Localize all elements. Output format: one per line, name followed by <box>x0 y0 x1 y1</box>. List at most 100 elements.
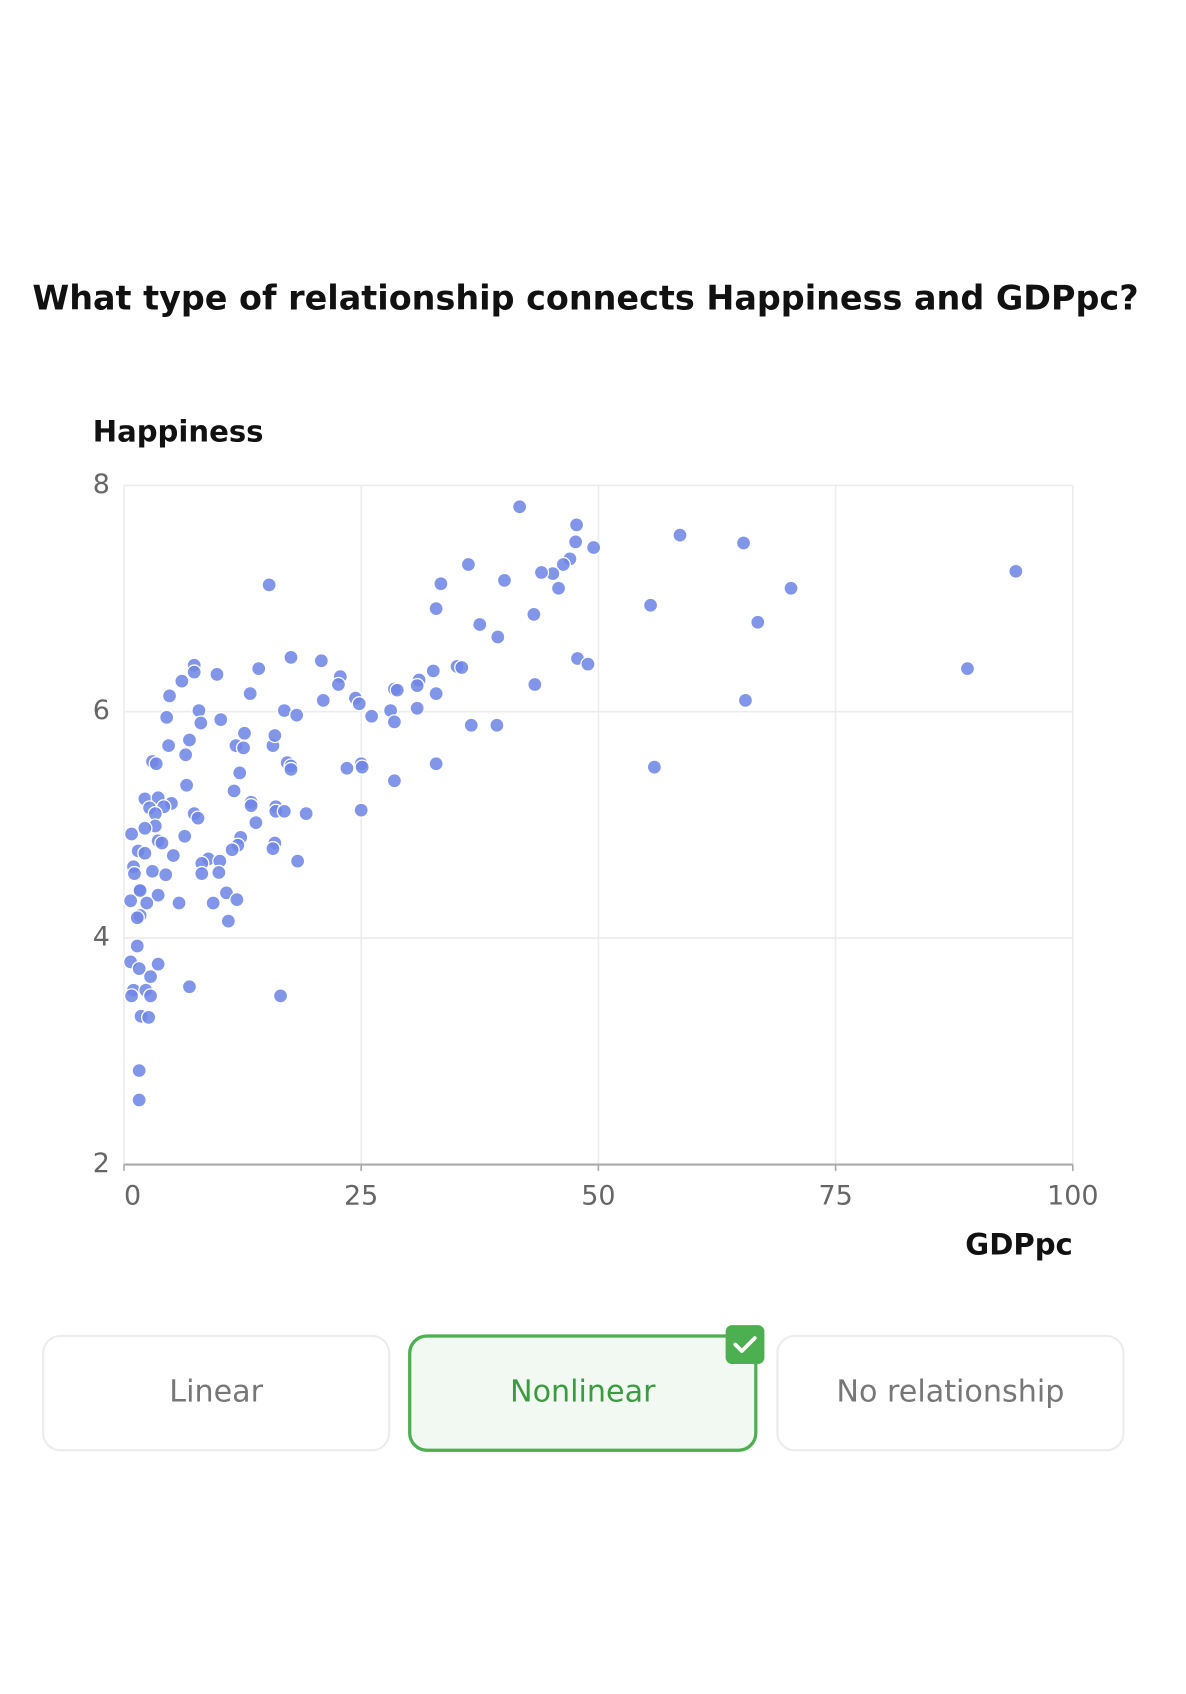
option-button[interactable] <box>408 1334 758 1452</box>
point <box>142 988 159 1004</box>
point <box>177 828 193 844</box>
point <box>178 747 194 763</box>
point <box>585 539 602 556</box>
point <box>409 677 425 694</box>
point <box>178 777 195 793</box>
point <box>123 988 140 1004</box>
point <box>137 845 153 861</box>
question: What type of relationship connects Happi… <box>32 278 1138 317</box>
option-label: Nonlinear <box>510 1375 656 1410</box>
x-tick-label: 100 <box>1047 1180 1098 1211</box>
point <box>389 682 405 698</box>
point <box>220 913 237 929</box>
point <box>150 956 166 972</box>
x-tick-label: 75 <box>818 1180 852 1211</box>
y-axis-title: Happiness <box>93 415 264 449</box>
point <box>313 653 329 669</box>
point <box>229 891 245 908</box>
point <box>191 702 207 719</box>
point <box>159 709 175 726</box>
point <box>555 556 571 573</box>
point <box>386 773 403 789</box>
point <box>463 717 479 733</box>
point <box>363 708 380 724</box>
point <box>289 853 306 869</box>
point <box>315 692 331 709</box>
option-button[interactable] <box>776 1334 1125 1452</box>
point <box>137 820 153 836</box>
point <box>154 835 170 851</box>
point <box>171 895 187 911</box>
point <box>735 535 752 551</box>
point <box>642 597 659 613</box>
point <box>511 499 528 515</box>
point <box>261 577 277 593</box>
point <box>672 527 688 543</box>
point <box>386 714 403 730</box>
point <box>646 759 663 775</box>
point <box>142 968 159 985</box>
point <box>186 664 202 680</box>
point <box>490 629 506 645</box>
point <box>428 756 444 772</box>
point <box>425 663 441 679</box>
y-tick-label: 8 <box>93 469 110 500</box>
point <box>243 797 259 814</box>
point <box>148 756 164 772</box>
point <box>248 814 264 831</box>
options: Linear Nonlinear No relationship <box>42 1325 1125 1452</box>
point <box>351 696 367 712</box>
point <box>131 961 147 977</box>
point <box>224 842 240 858</box>
check-icon <box>733 1336 757 1353</box>
point <box>174 673 190 689</box>
point <box>129 938 145 954</box>
point <box>131 1092 147 1108</box>
point <box>267 727 283 744</box>
point <box>141 1009 157 1026</box>
point <box>126 865 143 882</box>
point <box>242 685 258 702</box>
point <box>161 688 178 704</box>
point <box>1008 563 1024 579</box>
point <box>160 737 177 754</box>
point <box>190 810 206 826</box>
point <box>129 910 145 926</box>
point <box>265 841 281 857</box>
point <box>433 576 449 592</box>
point <box>165 847 181 864</box>
point <box>289 707 305 723</box>
point <box>181 732 198 748</box>
point <box>339 760 355 776</box>
check-badge <box>725 1325 765 1364</box>
point <box>783 580 799 596</box>
option-button[interactable] <box>42 1334 391 1452</box>
point <box>251 661 267 677</box>
point <box>158 867 174 883</box>
point <box>567 534 584 550</box>
point <box>568 517 585 533</box>
point <box>131 1062 147 1079</box>
point <box>353 802 369 818</box>
point <box>959 661 976 677</box>
point <box>150 887 166 903</box>
point <box>132 882 148 899</box>
point <box>194 865 210 882</box>
point <box>209 666 225 682</box>
point <box>750 614 766 630</box>
point <box>283 649 299 666</box>
point <box>460 556 477 573</box>
x-tick-label: 50 <box>581 1180 615 1211</box>
point <box>181 979 198 995</box>
point <box>122 893 139 909</box>
point <box>236 725 253 741</box>
point <box>454 659 470 676</box>
point <box>526 606 542 622</box>
point <box>232 765 248 781</box>
point <box>737 692 754 709</box>
point <box>428 685 444 702</box>
point <box>276 803 292 819</box>
point <box>226 783 242 799</box>
point <box>205 895 221 911</box>
